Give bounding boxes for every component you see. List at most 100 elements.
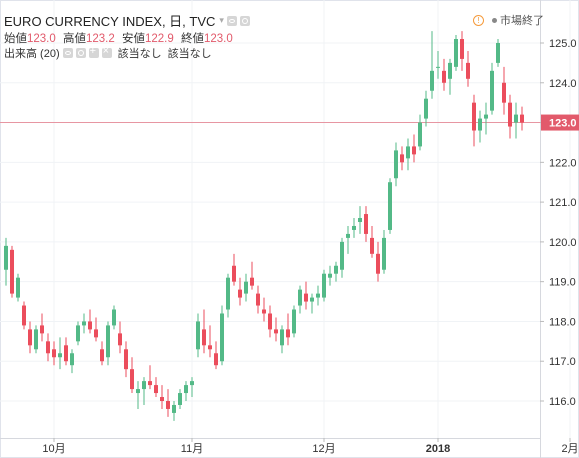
candle	[436, 66, 440, 68]
candle	[502, 82, 506, 103]
candle	[316, 293, 320, 298]
candle	[118, 333, 122, 346]
candle	[190, 381, 194, 386]
candle	[130, 369, 134, 390]
candle	[346, 233, 350, 238]
candle	[364, 214, 368, 234]
market-status: ! 市場終了	[473, 12, 544, 28]
symbol-title[interactable]: EURO CURRENCY INDEX, 日, TVC	[4, 14, 216, 29]
candle	[496, 43, 500, 63]
low-label: 安値	[121, 33, 145, 45]
high-label: 高値	[62, 33, 86, 45]
candle	[238, 289, 242, 298]
status-dot-icon	[492, 17, 497, 23]
chart-header: EURO CURRENCY INDEX, 日, TVC ▾	[4, 11, 250, 30]
candle	[244, 281, 248, 294]
candle	[388, 182, 392, 230]
open-label: 始値	[4, 33, 27, 45]
candle	[22, 305, 26, 326]
candle	[94, 329, 98, 338]
candle	[478, 118, 482, 131]
close-value: 123.0	[203, 33, 233, 45]
candle	[214, 353, 218, 366]
candle	[490, 70, 494, 111]
candle	[202, 329, 206, 346]
candle	[58, 353, 62, 358]
candle	[430, 70, 434, 91]
candle	[124, 349, 128, 370]
candle	[292, 309, 296, 334]
volume-legend: 出来高 (20) 該当なし 該当なし	[4, 45, 212, 61]
y-tick-label: 117.0	[549, 356, 576, 368]
y-tick-label: 120.0	[549, 237, 577, 249]
candle	[454, 39, 458, 67]
y-tick-label: 124.0	[549, 78, 577, 90]
candle	[508, 102, 512, 127]
ohlc-legend: 始値123.0 高値123.2 安値122.9 終値123.0	[4, 30, 237, 46]
candle	[376, 253, 380, 274]
candle	[10, 249, 14, 294]
eye-icon[interactable]	[226, 15, 237, 26]
candle	[394, 150, 398, 179]
candle	[334, 265, 338, 274]
candle	[226, 277, 230, 310]
open-value: 123.0	[27, 33, 56, 45]
volume-value-1: 該当なし	[117, 48, 162, 60]
x-tick-label: 12月	[312, 443, 335, 455]
last-price-label: 123.0	[549, 118, 577, 130]
candle	[328, 273, 332, 278]
candle	[370, 237, 374, 254]
x-tick-label: 2018	[426, 443, 450, 455]
warning-icon[interactable]: !	[473, 14, 484, 26]
candle	[262, 309, 266, 314]
candle	[442, 70, 446, 83]
candle	[400, 154, 404, 163]
candle	[64, 345, 68, 362]
candle	[52, 349, 56, 358]
settings-icon[interactable]	[75, 48, 86, 58]
close-icon[interactable]	[101, 45, 112, 58]
candle	[286, 329, 290, 338]
candle	[196, 321, 200, 350]
candle	[406, 146, 410, 159]
eye-icon[interactable]	[62, 48, 73, 58]
volume-label[interactable]: 出来高 (20)	[4, 48, 60, 60]
candle	[472, 102, 476, 131]
candle	[274, 329, 278, 334]
candle	[34, 329, 38, 350]
candle	[88, 321, 92, 330]
candle	[166, 401, 170, 409]
candle	[460, 39, 464, 59]
candle	[178, 393, 182, 405]
chevron-down-icon[interactable]: ▾	[219, 15, 224, 25]
candle	[250, 277, 254, 286]
candle	[16, 277, 20, 298]
candle	[514, 114, 518, 123]
market-status-text: 市場終了	[500, 15, 544, 27]
x-tick-label: 2月	[561, 443, 578, 455]
high-value: 123.2	[85, 33, 115, 45]
x-tick-label: 11月	[181, 443, 203, 455]
candle	[28, 329, 32, 346]
candle	[46, 341, 50, 354]
candle	[520, 114, 524, 123]
candle	[424, 98, 428, 119]
candle	[358, 218, 362, 222]
candle	[466, 62, 470, 79]
candle	[100, 349, 104, 362]
plus-icon[interactable]	[88, 45, 99, 58]
candle	[298, 289, 302, 306]
candle	[412, 146, 416, 155]
candle	[280, 329, 284, 346]
settings-icon[interactable]	[239, 15, 250, 26]
volume-value-2: 該当なし	[167, 48, 212, 60]
candle	[220, 313, 224, 362]
candle	[322, 273, 326, 298]
y-tick-label: 118.0	[549, 316, 576, 328]
y-tick-label: 122.0	[549, 157, 577, 169]
candle	[268, 313, 272, 330]
candle	[382, 237, 386, 270]
candle	[160, 397, 164, 401]
y-tick-label: 121.0	[549, 197, 577, 209]
